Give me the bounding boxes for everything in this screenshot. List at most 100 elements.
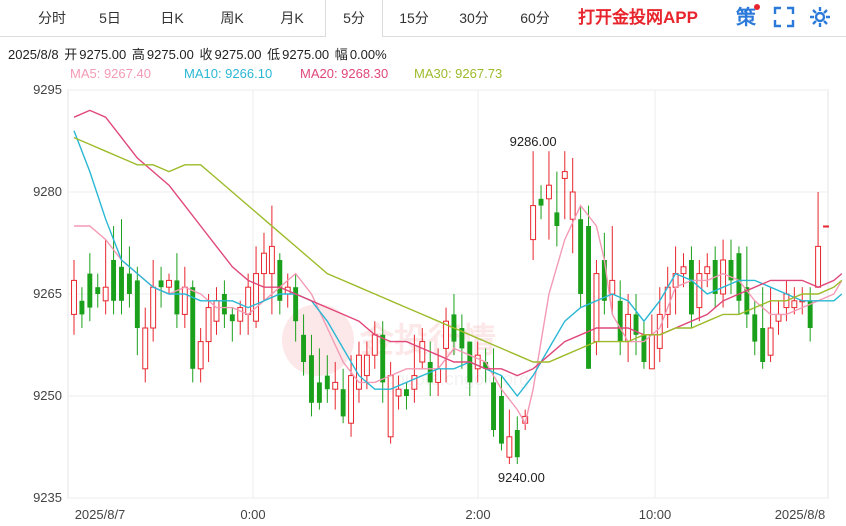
- candle-body: [483, 362, 489, 369]
- candle-body: [404, 389, 409, 396]
- high-value: 9275.00: [146, 47, 194, 62]
- candle-body: [229, 314, 235, 322]
- candle-body: [95, 287, 101, 294]
- close-value: 9275.00: [214, 47, 262, 62]
- candle-body: [126, 273, 132, 294]
- candle-body: [395, 388, 402, 397]
- y-tick-label: 9250: [33, 388, 62, 403]
- period-tabs: 分时 5日 日K 周K 月K 5分 15分 30分 60分 打开金投网APP 策: [0, 0, 846, 37]
- x-tick-label: 0:00: [240, 507, 265, 522]
- strategy-icon[interactable]: 策: [736, 7, 756, 29]
- candle-body: [435, 368, 442, 383]
- change-value: 0.00%: [349, 47, 387, 62]
- candle-body: [752, 314, 758, 342]
- candle-body: [656, 313, 663, 349]
- candle-body: [506, 436, 513, 458]
- candle-body: [728, 260, 734, 281]
- candle-body: [569, 191, 576, 220]
- x-tick-label: 2:00: [465, 507, 490, 522]
- tab-monthly[interactable]: 月K: [280, 10, 304, 26]
- ma30-line: [73, 136, 843, 363]
- settings-icon[interactable]: [808, 6, 832, 30]
- candle-body: [190, 287, 196, 369]
- candle-body: [680, 266, 687, 275]
- high-label: 高: [131, 47, 145, 62]
- y-tick-label: 9265: [33, 286, 62, 301]
- candle-body: [538, 198, 544, 206]
- candle-body: [775, 313, 782, 322]
- candle-body: [158, 280, 164, 288]
- candle-body: [221, 294, 227, 315]
- candle-body: [530, 205, 537, 241]
- candle-body: [744, 287, 750, 315]
- candle-body: [704, 266, 711, 275]
- open-app-link[interactable]: 打开金投网APP: [578, 8, 698, 27]
- candle-body: [767, 327, 774, 356]
- candle-body: [609, 279, 616, 295]
- candle-body: [166, 279, 172, 288]
- candle-body: [293, 287, 299, 322]
- x-tick-label: 2025/8/7: [75, 507, 126, 522]
- close-label: 收: [199, 47, 213, 62]
- candle-body: [348, 375, 355, 424]
- tab-fenshi[interactable]: 分时: [38, 10, 66, 26]
- info-date: 2025/8/8: [8, 47, 59, 62]
- ma30-legend: MA30: 9267.73: [414, 66, 503, 81]
- candle-body: [245, 286, 252, 315]
- tab-5min[interactable]: 5分: [325, 0, 383, 37]
- candle-body: [174, 280, 180, 315]
- candle-body: [815, 245, 822, 288]
- tab-60min[interactable]: 60分: [520, 10, 550, 26]
- tab-15min[interactable]: 15分: [399, 10, 429, 26]
- candle-body: [498, 396, 504, 444]
- open-label: 开: [64, 47, 78, 62]
- low-value: 9275.00: [282, 47, 330, 62]
- candle-body: [150, 286, 157, 329]
- candle-body: [823, 225, 829, 228]
- candle-body: [474, 354, 481, 370]
- candle-body: [459, 328, 465, 349]
- y-tick-label: 9235: [33, 490, 62, 505]
- tab-daily[interactable]: 日K: [160, 10, 184, 26]
- candle-body: [277, 260, 283, 301]
- candle-body: [593, 273, 600, 343]
- tab-weekly[interactable]: 周K: [220, 10, 244, 26]
- candle-body: [102, 286, 109, 302]
- candle-body: [586, 226, 591, 369]
- tab-5day[interactable]: 5日: [99, 10, 121, 26]
- fullscreen-icon[interactable]: [772, 6, 796, 30]
- tab-30min[interactable]: 30分: [459, 10, 489, 26]
- candle-body: [363, 354, 370, 377]
- ohlc-info: 2025/8/8 开 9275.00 高 9275.00 收 9275.00 低 927…: [8, 44, 389, 63]
- candle-body: [111, 260, 117, 301]
- candle-body: [617, 300, 623, 342]
- candle-body: [205, 307, 212, 343]
- candle-body: [371, 334, 378, 356]
- candle-body: [268, 245, 275, 275]
- candle-body: [316, 382, 322, 403]
- ma20-line: [73, 109, 843, 377]
- candle-body: [545, 184, 552, 200]
- candle-body: [197, 341, 204, 370]
- x-tick-label: 2025/8/8: [775, 507, 826, 522]
- candle-body: [309, 355, 314, 403]
- ma5-legend: MA5: 9267.40: [70, 66, 151, 81]
- candle-body: [237, 307, 244, 322]
- candle-body: [554, 212, 560, 226]
- notification-dot: [754, 4, 760, 10]
- candle-body: [380, 334, 386, 383]
- ma10-line: [73, 130, 843, 398]
- candle-body: [648, 334, 655, 370]
- candle-body: [807, 300, 813, 328]
- candle-body: [688, 260, 694, 315]
- candle-body: [514, 430, 520, 458]
- candle-body: [443, 320, 449, 349]
- ma10-legend: MA10: 9266.10: [184, 66, 273, 81]
- candle-body: [601, 260, 607, 301]
- candle-body: [419, 341, 426, 363]
- candle-body: [134, 280, 140, 328]
- candle-body: [760, 328, 766, 362]
- min-annotation: 9240.00: [498, 470, 545, 485]
- candle-body: [301, 334, 307, 362]
